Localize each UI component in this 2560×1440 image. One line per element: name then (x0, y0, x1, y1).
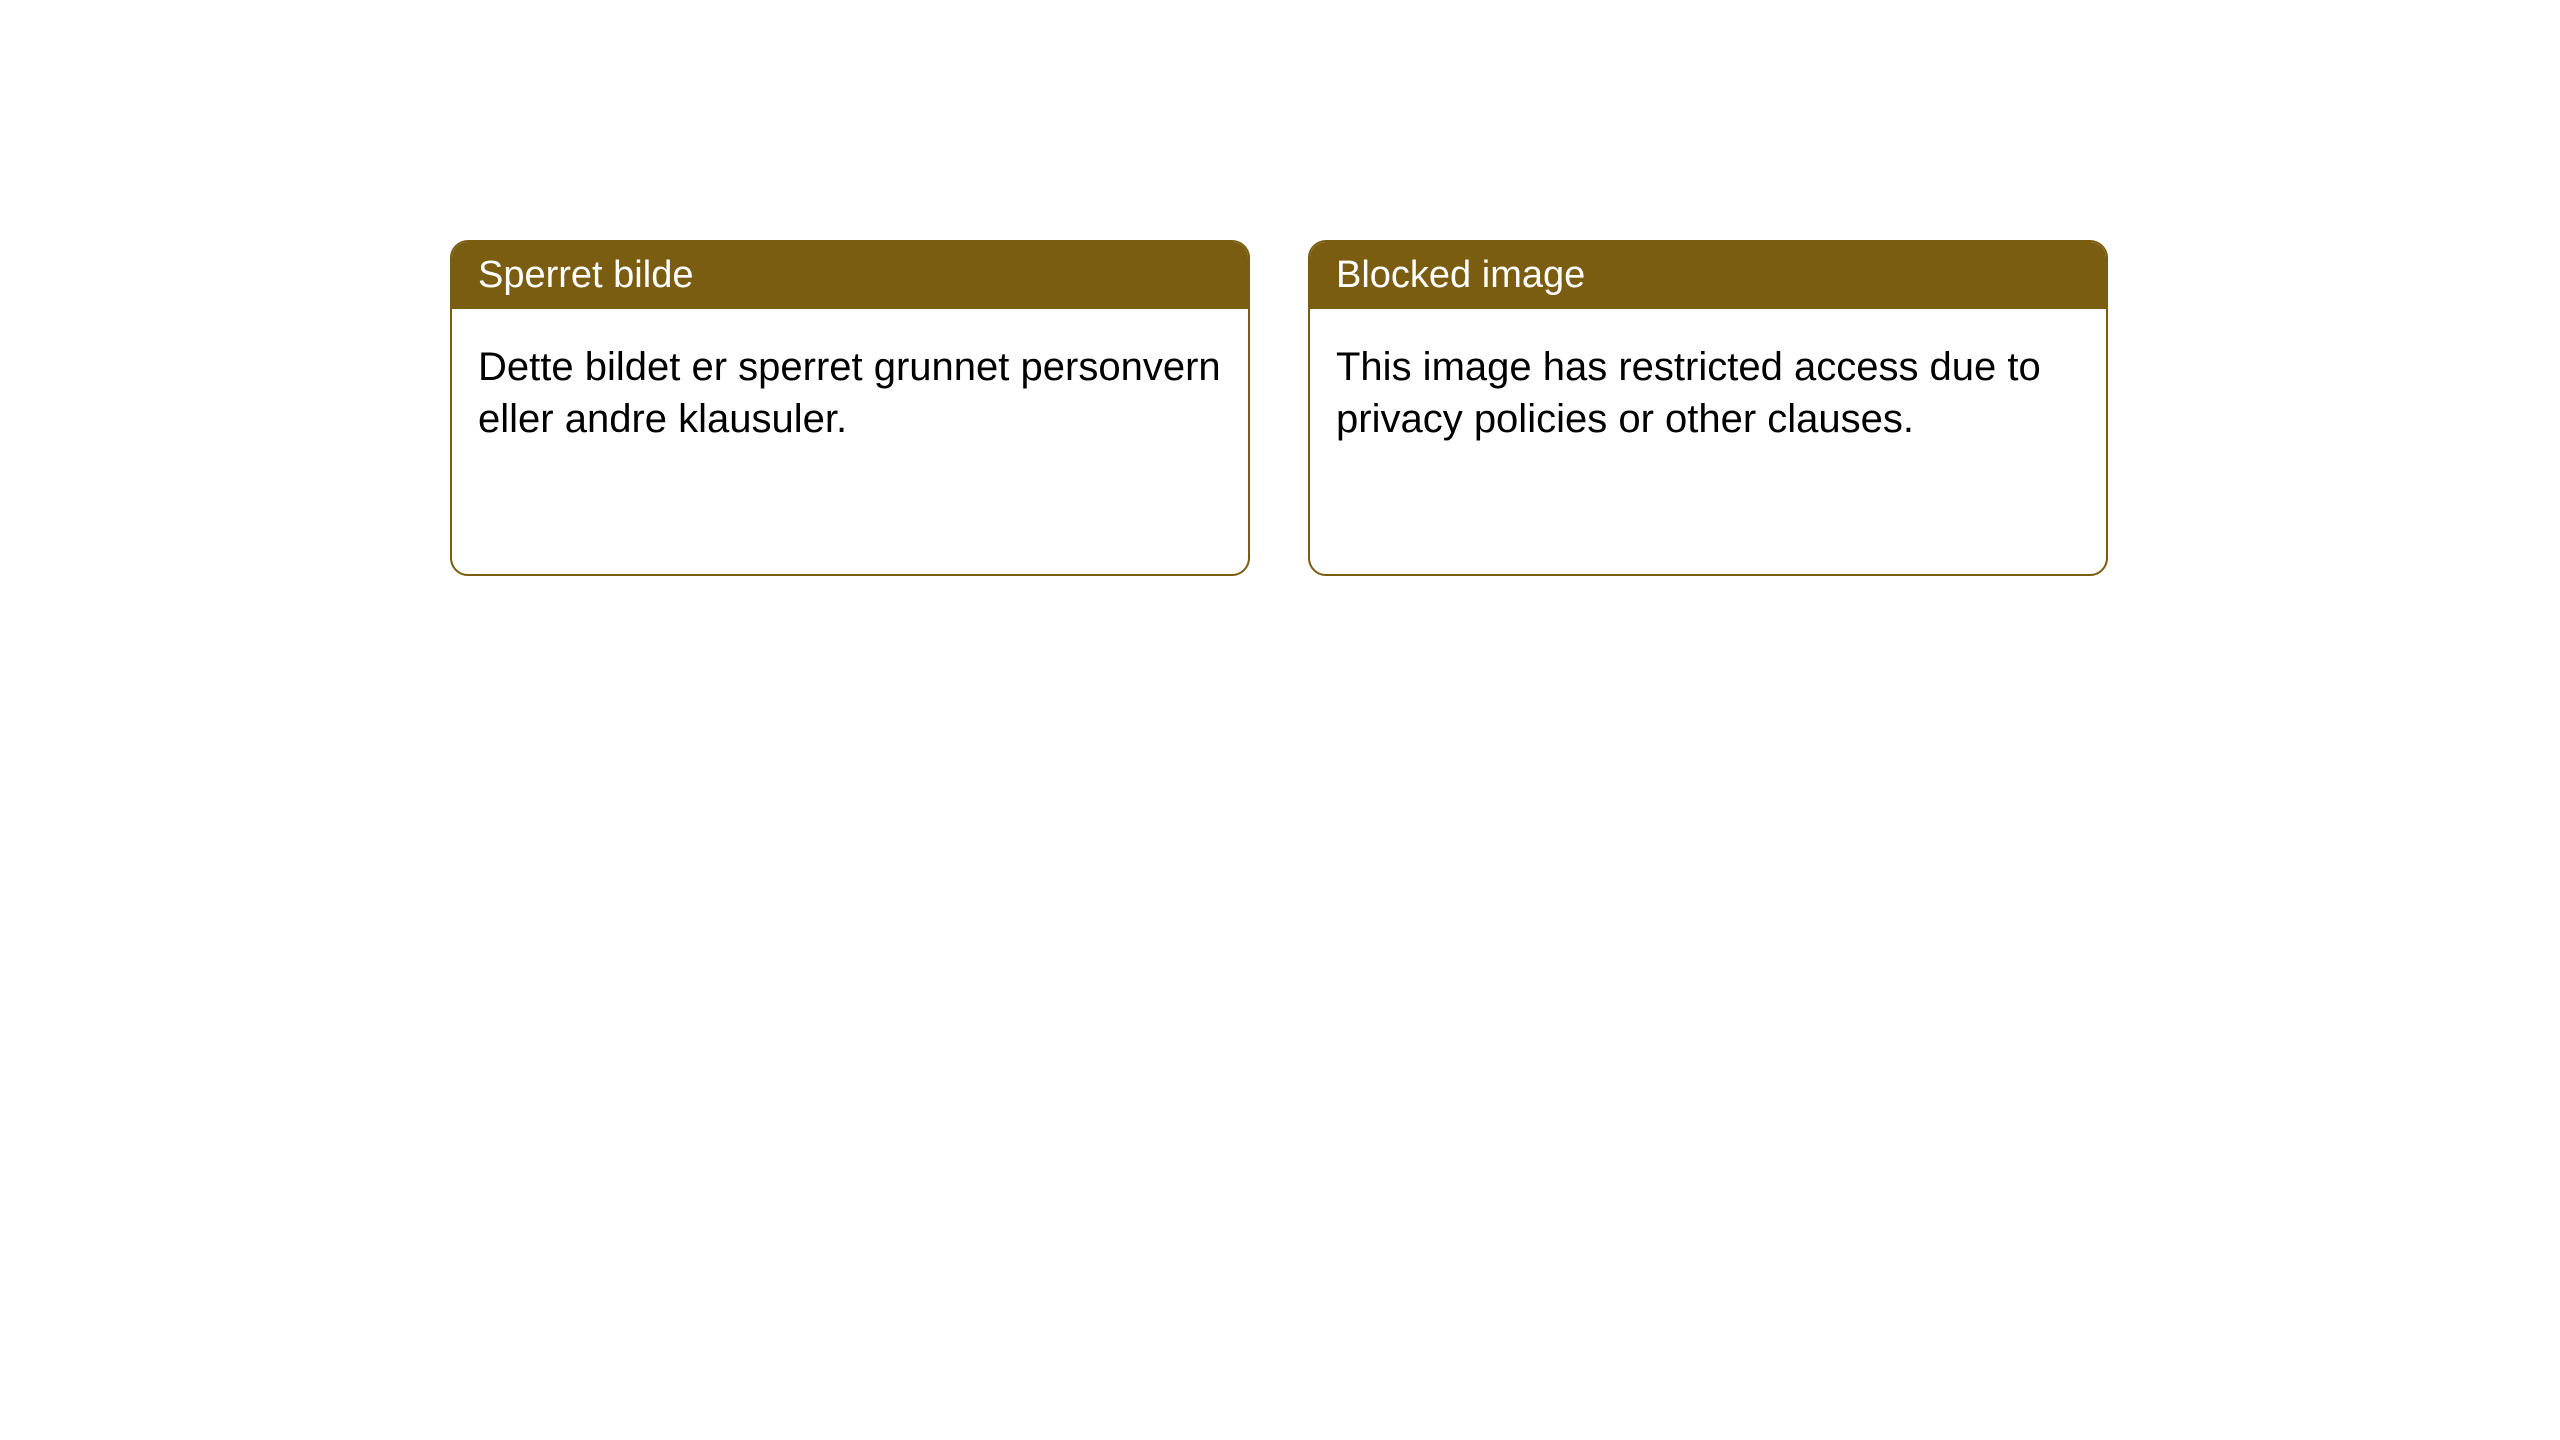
card-title-en: Blocked image (1336, 254, 1585, 296)
card-body-no: Dette bildet er sperret grunnet personve… (452, 309, 1248, 477)
card-body-en: This image has restricted access due to … (1310, 309, 2106, 477)
blocked-image-card-en: Blocked image This image has restricted … (1308, 240, 2108, 576)
card-header-no: Sperret bilde (452, 242, 1248, 309)
card-title-no: Sperret bilde (478, 254, 693, 296)
card-header-en: Blocked image (1310, 242, 2106, 309)
card-message-en: This image has restricted access due to … (1336, 345, 2041, 441)
blocked-image-panels: Sperret bilde Dette bildet er sperret gr… (450, 240, 2108, 576)
blocked-image-card-no: Sperret bilde Dette bildet er sperret gr… (450, 240, 1250, 576)
card-message-no: Dette bildet er sperret grunnet personve… (478, 345, 1221, 441)
